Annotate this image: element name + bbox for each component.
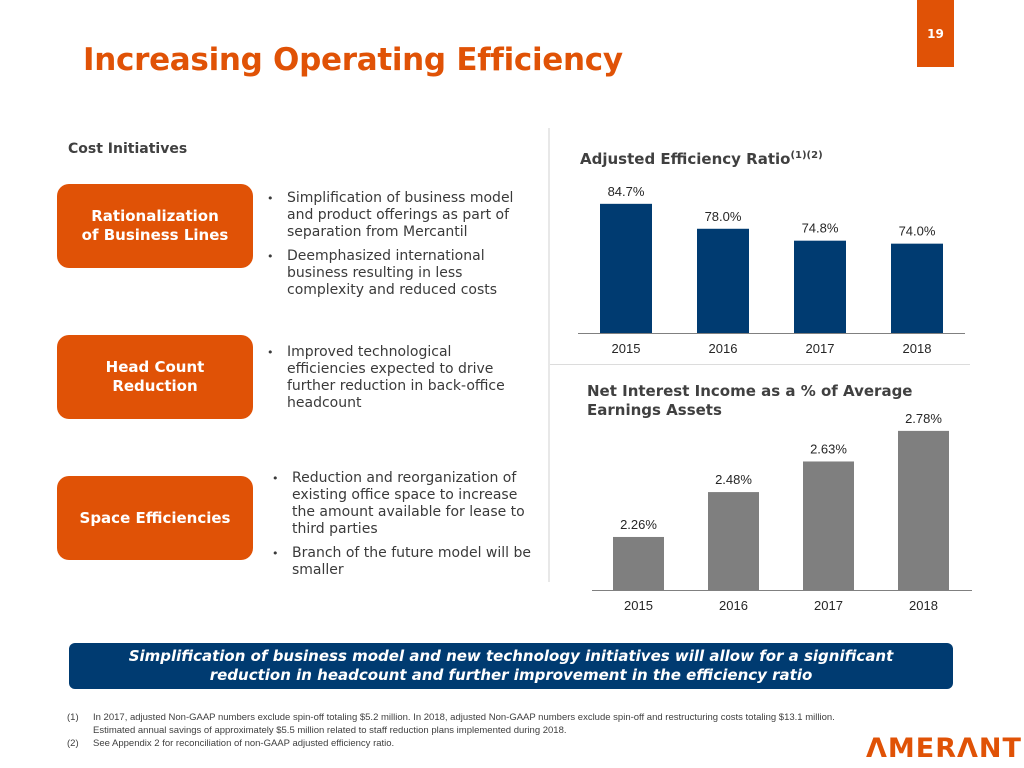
efficiency-chart-footnote-ref: (1)(2) [790, 150, 823, 161]
initiative-label-space: Space Efficiencies [57, 476, 253, 560]
page-number: 19 [917, 0, 954, 67]
footnote-number: (2) [67, 738, 79, 749]
bullet-item: Deemphasized international business resu… [267, 248, 527, 299]
footnote-number: (1) [67, 712, 79, 723]
efficiency-data-label-2015: 84.7% [608, 184, 645, 199]
nii-x-tick-2018: 2018 [909, 598, 938, 613]
initiative-bullets-head-count: Improved technological efficiencies expe… [267, 344, 532, 419]
nii-x-tick-2017: 2017 [814, 598, 843, 613]
vertical-divider [548, 128, 550, 582]
bullet-item: Reduction and reorganization of existing… [272, 470, 537, 538]
efficiency-ratio-chart: 84.7% 2015 78.0% 2016 74.8% 2017 74.0% 2018 [578, 184, 965, 356]
efficiency-chart-title-text: Adjusted Efficiency Ratio [580, 150, 791, 168]
footnote-1: (1) In 2017, adjusted Non-GAAP numbers e… [67, 711, 835, 737]
efficiency-data-label-2018: 74.0% [899, 224, 936, 239]
efficiency-x-tick-2015: 2015 [612, 341, 641, 356]
efficiency-chart-title: Adjusted Efficiency Ratio(1)(2) [580, 146, 823, 169]
bullet-item: Branch of the future model will be small… [272, 545, 537, 579]
efficiency-bar-2018 [891, 243, 943, 333]
initiative-label-line: Reduction [112, 377, 198, 395]
footnote-text: In 2017, adjusted Non-GAAP numbers exclu… [93, 712, 835, 723]
efficiency-x-tick-2016: 2016 [709, 341, 738, 356]
bullet-item: Simplification of business model and pro… [267, 190, 527, 241]
efficiency-x-tick-2018: 2018 [903, 341, 932, 356]
footnote-text: See Appendix 2 for reconciliation of non… [93, 738, 395, 749]
nii-data-label-2016: 2.48% [715, 472, 752, 487]
amerant-logo: ΛMERΛNT [866, 733, 1022, 764]
initiative-label-line: Head Count [105, 358, 205, 376]
initiative-bullets-rationalization: Simplification of business model and pro… [267, 190, 527, 306]
nii-x-tick-2015: 2015 [624, 598, 653, 613]
footnote-text: Estimated annual savings of approximatel… [93, 725, 567, 736]
banner-line: reduction in headcount and further impro… [209, 666, 813, 684]
initiative-label-line: of Business Lines [81, 226, 229, 244]
nii-data-label-2018: 2.78% [905, 411, 942, 426]
banner-line: Simplification of business model and new… [128, 647, 894, 665]
nii-data-label-2015: 2.26% [620, 517, 657, 532]
efficiency-x-tick-2017: 2017 [806, 341, 835, 356]
nii-data-label-2017: 2.63% [810, 441, 847, 456]
horizontal-divider [550, 364, 970, 365]
bullet-item: Improved technological efficiencies expe… [267, 344, 532, 412]
initiative-label-head-count: Head Count Reduction [57, 335, 253, 419]
efficiency-bar-2015 [600, 203, 652, 333]
initiative-bullets-space: Reduction and reorganization of existing… [272, 470, 537, 586]
nii-chart-title: Net Interest Income as a % of Average Ea… [587, 382, 913, 419]
page-title: Increasing Operating Efficiency [83, 42, 623, 78]
nii-bar-2018 [898, 430, 949, 590]
efficiency-data-label-2016: 78.0% [705, 209, 742, 224]
initiative-label-rationalization: Rationalization of Business Lines [57, 184, 253, 268]
nii-chart: 2.26% 2015 2.48% 2016 2.63% 2017 2.78% 2018 [592, 411, 972, 613]
nii-bar-2017 [803, 461, 854, 590]
efficiency-bar-2016 [697, 228, 749, 333]
nii-bar-2016 [708, 492, 759, 590]
efficiency-data-label-2017: 74.8% [802, 221, 839, 236]
cost-initiatives-heading: Cost Initiatives [68, 141, 188, 157]
efficiency-bar-2017 [794, 240, 846, 333]
summary-banner: Simplification of business model and new… [69, 643, 953, 689]
initiative-label-line: Rationalization [91, 207, 219, 225]
nii-x-tick-2016: 2016 [719, 598, 748, 613]
nii-bar-2015 [613, 536, 664, 590]
footnotes: (1) In 2017, adjusted Non-GAAP numbers e… [67, 711, 835, 750]
initiative-label-line: Space Efficiencies [79, 508, 231, 527]
footnote-2: (2) See Appendix 2 for reconciliation of… [67, 737, 835, 750]
